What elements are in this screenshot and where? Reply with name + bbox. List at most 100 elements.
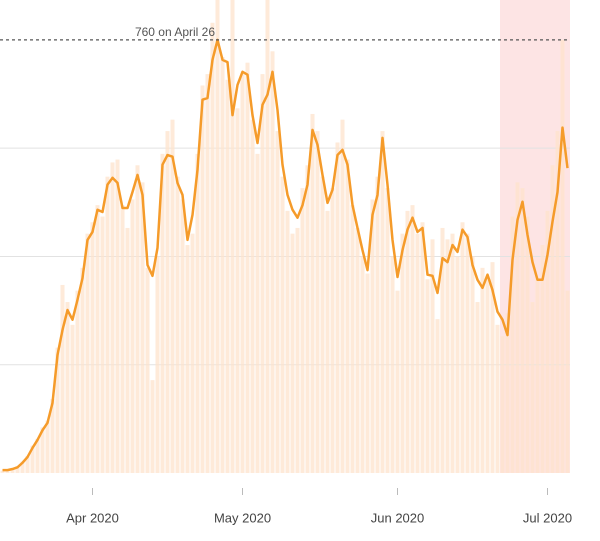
- bar: [155, 256, 160, 473]
- bar: [305, 165, 310, 473]
- bar: [395, 290, 400, 473]
- bar: [95, 205, 100, 473]
- reference-label: 760 on April 26: [135, 25, 215, 39]
- bar: [405, 210, 410, 473]
- bar: [280, 176, 285, 473]
- bar: [410, 205, 415, 473]
- bar: [130, 199, 135, 473]
- bar: [195, 153, 200, 473]
- bar: [480, 267, 485, 473]
- bar: [325, 210, 330, 473]
- bar: [320, 176, 325, 473]
- x-tick-label: Jun 2020: [371, 510, 425, 525]
- bar: [415, 233, 420, 473]
- bar: [55, 347, 60, 473]
- bar: [450, 233, 455, 473]
- x-tick-label: Jul 2020: [523, 510, 572, 525]
- bar: [125, 227, 130, 473]
- bar: [85, 233, 90, 473]
- bar: [30, 445, 35, 473]
- bar: [65, 302, 70, 473]
- bar: [475, 302, 480, 473]
- bar: [390, 256, 395, 473]
- bar: [340, 119, 345, 473]
- bar: [235, 108, 240, 473]
- bar: [350, 205, 355, 473]
- bar: [70, 324, 75, 473]
- bar: [435, 319, 440, 473]
- bar: [115, 159, 120, 473]
- bar: [40, 427, 45, 473]
- bar: [150, 380, 155, 473]
- bar: [220, 56, 225, 473]
- x-tick-label: May 2020: [214, 510, 271, 525]
- bar: [365, 273, 370, 473]
- bar: [45, 420, 50, 473]
- bar: [90, 222, 95, 473]
- bar: [15, 466, 20, 473]
- bar: [180, 199, 185, 473]
- bar: [330, 188, 335, 473]
- bar: [295, 227, 300, 473]
- bar: [535, 279, 540, 473]
- bar: [555, 131, 560, 473]
- bar: [240, 74, 245, 473]
- bar: [500, 336, 505, 473]
- bar: [420, 222, 425, 473]
- bar: [170, 119, 175, 473]
- bar: [275, 131, 280, 473]
- bar: [190, 233, 195, 473]
- bar: [140, 182, 145, 473]
- bar: [300, 188, 305, 473]
- bar: [550, 165, 555, 473]
- bar: [100, 216, 105, 473]
- bar: [165, 131, 170, 473]
- bar: [490, 262, 495, 473]
- bar: [5, 470, 10, 473]
- bar: [225, 79, 230, 473]
- bar: [265, 0, 270, 473]
- bar: [160, 153, 165, 473]
- bar: [315, 131, 320, 473]
- bar: [200, 85, 205, 473]
- bar: [10, 468, 15, 473]
- bar: [510, 216, 515, 473]
- bar: [35, 438, 40, 473]
- bar: [205, 74, 210, 473]
- bar: [545, 210, 550, 473]
- bar: [495, 324, 500, 473]
- bar: [445, 239, 450, 473]
- bar: [355, 227, 360, 473]
- bar: [525, 216, 530, 473]
- bar: [120, 205, 125, 473]
- bar: [485, 279, 490, 473]
- bar: [110, 162, 115, 473]
- bar: [425, 279, 430, 473]
- bar: [310, 113, 315, 473]
- bar: [560, 39, 565, 473]
- bar: [400, 233, 405, 473]
- bar: [260, 74, 265, 473]
- bar: [270, 51, 275, 473]
- bar: [175, 176, 180, 473]
- bar: [80, 267, 85, 473]
- bar: [285, 210, 290, 473]
- bar: [465, 233, 470, 473]
- bar: [460, 222, 465, 473]
- bar: [530, 302, 535, 473]
- bar: [20, 461, 25, 473]
- plot-area: [0, 0, 570, 473]
- bar: [245, 62, 250, 473]
- bar: [215, 0, 220, 473]
- bar: [145, 267, 150, 473]
- bar: [75, 290, 80, 473]
- bar: [335, 142, 340, 473]
- bar: [25, 455, 30, 473]
- bar: [375, 176, 380, 473]
- bar: [135, 165, 140, 473]
- bar: [255, 153, 260, 473]
- bar: [520, 188, 525, 473]
- bar: [515, 182, 520, 473]
